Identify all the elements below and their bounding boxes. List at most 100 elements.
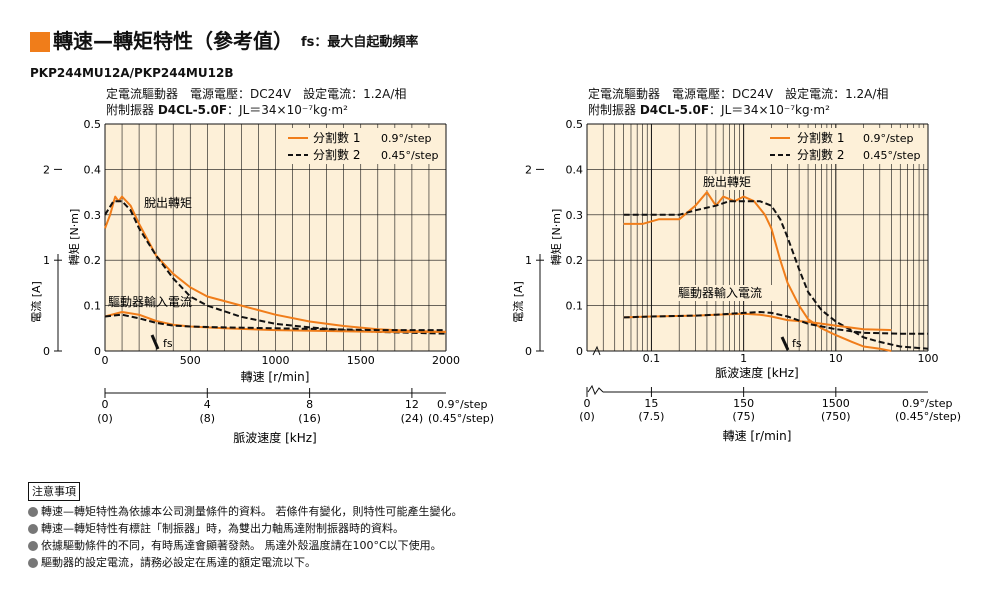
pulse-tick-label-paren: (8) [200, 412, 216, 425]
legend-label-2: 分割數 2 [313, 147, 360, 162]
conditions-damper: D4CL-5.0F [157, 103, 228, 117]
series-line-div2-current [104, 313, 446, 332]
speed-tick-label: 150 [733, 397, 754, 410]
x-axis-label-speed: 轉速 [r/min] [723, 429, 792, 443]
bullet-icon [28, 540, 38, 551]
legend-step-2: 0.45°/step [863, 149, 921, 162]
pulse-step-1: 0.9°/step [437, 398, 488, 411]
speed-tick-label: 500 [180, 354, 201, 367]
torque-tick-label: 0.4 [566, 163, 584, 176]
torque-tick-label: 0.1 [84, 300, 102, 313]
legend-step-1: 0.9°/step [381, 132, 432, 145]
speed-tick-label-paren: (750) [821, 410, 851, 423]
torque-tick-label: 0.2 [566, 254, 584, 267]
speed-step-1: 0.9°/step [902, 397, 953, 410]
pulse-tick-label: 10 [829, 352, 843, 365]
torque-tick-label: 0.3 [566, 209, 584, 222]
legend-box [766, 128, 926, 164]
legend-step-1: 0.9°/step [863, 132, 914, 145]
axis-break-bottom [587, 384, 604, 396]
speed-tick-label: 1000 [262, 354, 290, 367]
conditions-prefix: 附制振器 [106, 103, 155, 117]
pulse-tick-label: 0.1 [643, 352, 661, 365]
speed-step-2: (0.45°/step) [895, 410, 961, 423]
annotation-current: 驅動器輸入電流 [678, 285, 762, 300]
legend-label-1: 分割數 1 [797, 130, 844, 145]
annotation-pullout: 脫出轉矩 [144, 195, 192, 210]
speed-tick-label: 1500 [822, 397, 850, 410]
note-text: 驅動器的設定電流，請務必設定在馬達的額定電流以下。 [41, 556, 316, 569]
current-tick-label: 1 [525, 254, 532, 267]
conditions-line1: 定電流驅動器 電源電壓：DC24V 設定電流：1.2A/相 [106, 87, 407, 101]
legend-box [284, 128, 444, 164]
title-marker [30, 32, 50, 52]
grid [54, 123, 447, 352]
series-line-div2-torque [623, 200, 929, 350]
y-axis-label-current: 電流 [A] [29, 281, 43, 323]
notes-title: 注意事項 [28, 482, 80, 501]
current-tick-label: 2 [525, 163, 532, 176]
speed-tick-label-paren: (75) [732, 410, 755, 423]
torque-tick-label: 0.4 [84, 163, 102, 176]
speed-tick-label: 15 [644, 397, 658, 410]
annotation-pullout-bg [701, 174, 758, 190]
conditions-right: 定電流驅動器 電源電壓：DC24V 設定電流：1.2A/相 附制振器 D4CL-… [588, 86, 888, 118]
title-sub: fs：最大自起動頻率 [301, 35, 419, 50]
legend-label-1: 分割數 1 [313, 130, 360, 145]
torque-tick-label: 0.3 [84, 209, 102, 222]
y-axis-label-torque: 轉矩 [N·m] [68, 209, 81, 266]
pulse-tick-label: 8 [306, 398, 313, 411]
legend-label-2: 分割數 2 [797, 147, 844, 162]
pulse-tick-label: 1 [740, 352, 747, 365]
series-line-div2-current [623, 311, 928, 335]
speed-tick-label: 1500 [347, 354, 375, 367]
torque-tick-label: 0.5 [84, 118, 102, 131]
bullet-icon [28, 506, 38, 517]
x-axis-label-speed: 轉速 [r/min] [241, 370, 310, 384]
series [104, 195, 447, 335]
axis-break-top [592, 345, 601, 356]
current-tick-label: 1 [43, 254, 50, 267]
speed-tick-label-paren: (7.5) [638, 410, 664, 423]
page-title: 轉速—轉矩特性（參考值） fs：最大自起動頻率 [30, 30, 418, 52]
conditions-line1: 定電流驅動器 電源電壓：DC24V 設定電流：1.2A/相 [588, 87, 889, 101]
pulse-tick-label-paren: (24) [401, 412, 424, 425]
torque-tick-label: 0.5 [566, 118, 584, 131]
current-tick-label: 0 [525, 345, 532, 358]
speed-tick-label: 0 [102, 354, 109, 367]
note-item: 依據驅動條件的不同，有時馬達會顯著發熱。 馬達外殼溫度請在100°C以下使用。 [28, 537, 463, 554]
note-text: 轉速—轉矩特性為依據本公司測量條件的資料。 若條件有變化，則特性可能產生變化。 [41, 505, 463, 518]
conditions-inertia: ：JL＝34×10⁻⁷kg·m² [709, 103, 830, 117]
pulse-tick-label: 0 [102, 398, 109, 411]
annotation-current: 驅動器輸入電流 [108, 294, 192, 309]
series-line-div1-torque [623, 191, 892, 352]
note-item: 驅動器的設定電流，請務必設定在馬達的額定電流以下。 [28, 554, 463, 571]
note-text: 依據驅動條件的不同，有時馬達會顯著發熱。 馬達外殼溫度請在100°C以下使用。 [41, 539, 442, 552]
torque-tick-label: 0.2 [84, 254, 102, 267]
bullet-icon [28, 557, 38, 568]
torque-tick-label: 0.1 [566, 300, 584, 313]
pulse-step-2: (0.45°/step) [428, 412, 494, 425]
torque-tick-label: 0 [576, 345, 583, 358]
annotation-fs: fs [163, 337, 173, 350]
legend-step-2: 0.45°/step [381, 149, 439, 162]
pulse-tick-label: 100 [918, 352, 939, 365]
note-item: 轉速—轉矩特性為依據本公司測量條件的資料。 若條件有變化，則特性可能產生變化。 [28, 503, 463, 520]
pulse-tick-label-paren: (0) [97, 412, 113, 425]
x-axis-label-pulse: 脈波速度 [kHz] [715, 365, 798, 380]
annotation-pullout: 脫出轉矩 [703, 174, 751, 189]
conditions-left: 定電流驅動器 電源電壓：DC24V 設定電流：1.2A/相 附制振器 D4CL-… [106, 86, 406, 118]
torque-tick-label: 0 [94, 345, 101, 358]
annotation-current-bg [676, 285, 777, 301]
x-axis-label-pulse: 脈波速度 [kHz] [233, 430, 316, 445]
pulse-tick-label: 12 [405, 398, 419, 411]
conditions-inertia: ：JL＝34×10⁻⁷kg·m² [227, 103, 348, 117]
pulse-tick-label-paren: (16) [298, 412, 321, 425]
note-text: 轉速—轉矩特性有標註「制振器」時，為雙出力軸馬達附制振器時的資料。 [41, 522, 404, 535]
y-axis-label-current: 電流 [A] [511, 281, 525, 323]
fs-marker [150, 334, 160, 350]
